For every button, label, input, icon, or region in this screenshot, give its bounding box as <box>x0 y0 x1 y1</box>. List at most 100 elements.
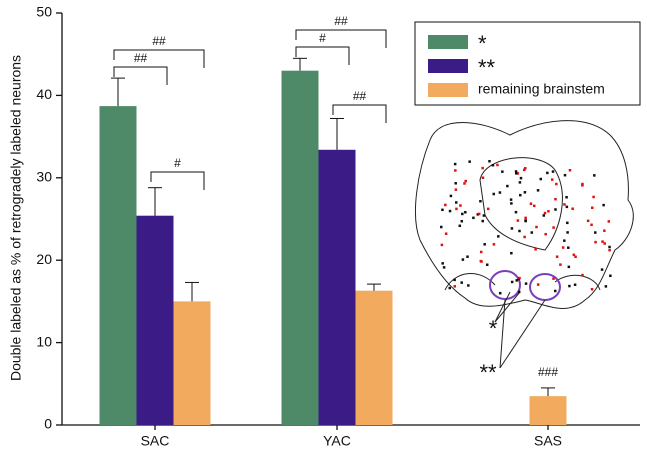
neuron-dot <box>515 170 518 173</box>
neuron-dot <box>593 174 596 177</box>
neuron-dot <box>454 163 457 166</box>
brainstem-outline <box>415 121 633 309</box>
legend-swatch <box>428 59 468 73</box>
neuron-dot <box>537 283 540 286</box>
brainstem-inset <box>415 121 633 368</box>
neuron-dot <box>552 170 555 173</box>
neuron-dot <box>551 178 554 181</box>
neuron-dot <box>601 240 604 243</box>
significance-label: ## <box>152 34 166 48</box>
neuron-dot <box>524 217 527 220</box>
neuron-dot <box>555 183 558 186</box>
neuron-dot <box>552 277 555 280</box>
neuron-dot <box>481 167 484 170</box>
significance-label: ## <box>353 89 367 103</box>
neuron-dot <box>499 292 502 295</box>
neuron-dot <box>493 193 496 196</box>
bar <box>530 396 567 425</box>
neuron-dot <box>563 203 566 206</box>
neuron-dot <box>459 204 462 207</box>
y-axis-label: Double labeled as % of retrogradely labe… <box>8 55 24 381</box>
neuron-dot <box>441 244 444 247</box>
neuron-dot <box>554 290 557 293</box>
y-tick-label: 40 <box>36 86 52 102</box>
neuron-dot <box>455 201 458 204</box>
neuron-dot <box>543 214 546 217</box>
neuron-dot <box>461 220 464 223</box>
neuron-dot <box>533 205 536 208</box>
neuron-dot <box>547 210 550 213</box>
neuron-dot <box>566 231 569 234</box>
neuron-dot <box>544 212 547 215</box>
neuron-dot <box>515 279 518 282</box>
neuron-dot <box>520 177 523 180</box>
neuron-dot <box>519 194 522 197</box>
neuron-dot <box>594 231 597 234</box>
neuron-dot <box>463 182 466 185</box>
neuron-dot <box>483 243 486 246</box>
neuron-dot <box>483 214 486 217</box>
neuron-dot <box>566 206 569 209</box>
neuron-dot <box>565 196 568 199</box>
neuron-dot <box>581 184 584 187</box>
legend-swatch <box>428 83 468 97</box>
neuron-dot <box>518 230 521 233</box>
bar <box>100 106 137 425</box>
neuron-dot <box>573 254 576 257</box>
neuron-dot <box>455 188 458 191</box>
neuron-dot <box>486 263 489 266</box>
bar <box>319 150 356 425</box>
neuron-dot <box>510 202 513 205</box>
neuron-dot <box>609 275 612 278</box>
neuron-dot <box>559 263 562 266</box>
bar <box>282 71 319 425</box>
y-tick-label: 10 <box>36 333 52 349</box>
neuron-dot <box>518 277 521 280</box>
neuron-dot <box>506 185 509 188</box>
pointer-line <box>500 300 545 368</box>
neuron-dot <box>482 176 485 179</box>
significance-bracket <box>296 30 386 48</box>
neuron-dot <box>511 281 514 284</box>
legend-label: ** <box>478 55 496 80</box>
significance-label: # <box>319 31 326 45</box>
neuron-dot <box>444 204 447 207</box>
neuron-dot <box>492 164 495 167</box>
bar <box>174 301 211 425</box>
neuron-dot <box>562 246 565 249</box>
significance-bracket <box>114 67 167 85</box>
neuron-dot <box>567 246 570 249</box>
legend-label: * <box>478 31 487 56</box>
y-tick-label: 30 <box>36 169 52 185</box>
neuron-dot <box>546 172 549 175</box>
neuron-dot <box>479 200 482 203</box>
bar <box>137 216 174 425</box>
neuron-dot <box>441 262 444 265</box>
neuron-dot <box>468 160 471 163</box>
significance-bracket <box>114 50 204 68</box>
neuron-dot <box>568 266 571 269</box>
neuron-dot <box>464 180 467 183</box>
neuron-dot <box>454 182 457 185</box>
neuron-dot <box>608 246 611 249</box>
brainstem-nucleus <box>480 158 562 250</box>
neuron-dot <box>443 266 446 269</box>
neuron-dot <box>464 211 467 214</box>
neuron-dot <box>563 239 566 242</box>
neuron-dot <box>517 219 520 222</box>
neuron-dot <box>537 189 540 192</box>
significance-label: ## <box>134 51 148 65</box>
neuron-dot <box>518 291 521 294</box>
neuron-dot <box>564 174 567 177</box>
neuron-dot <box>487 208 490 211</box>
neuron-dot <box>480 260 483 263</box>
region-outline <box>530 274 560 300</box>
neuron-dot <box>453 279 456 282</box>
neuron-dot <box>449 210 452 213</box>
neuron-dot <box>602 204 605 207</box>
neuron-dot <box>603 242 606 245</box>
neuron-dot <box>574 283 577 286</box>
legend-swatch <box>428 35 468 49</box>
neuron-dot <box>497 235 500 238</box>
neuron-dot <box>535 226 538 229</box>
